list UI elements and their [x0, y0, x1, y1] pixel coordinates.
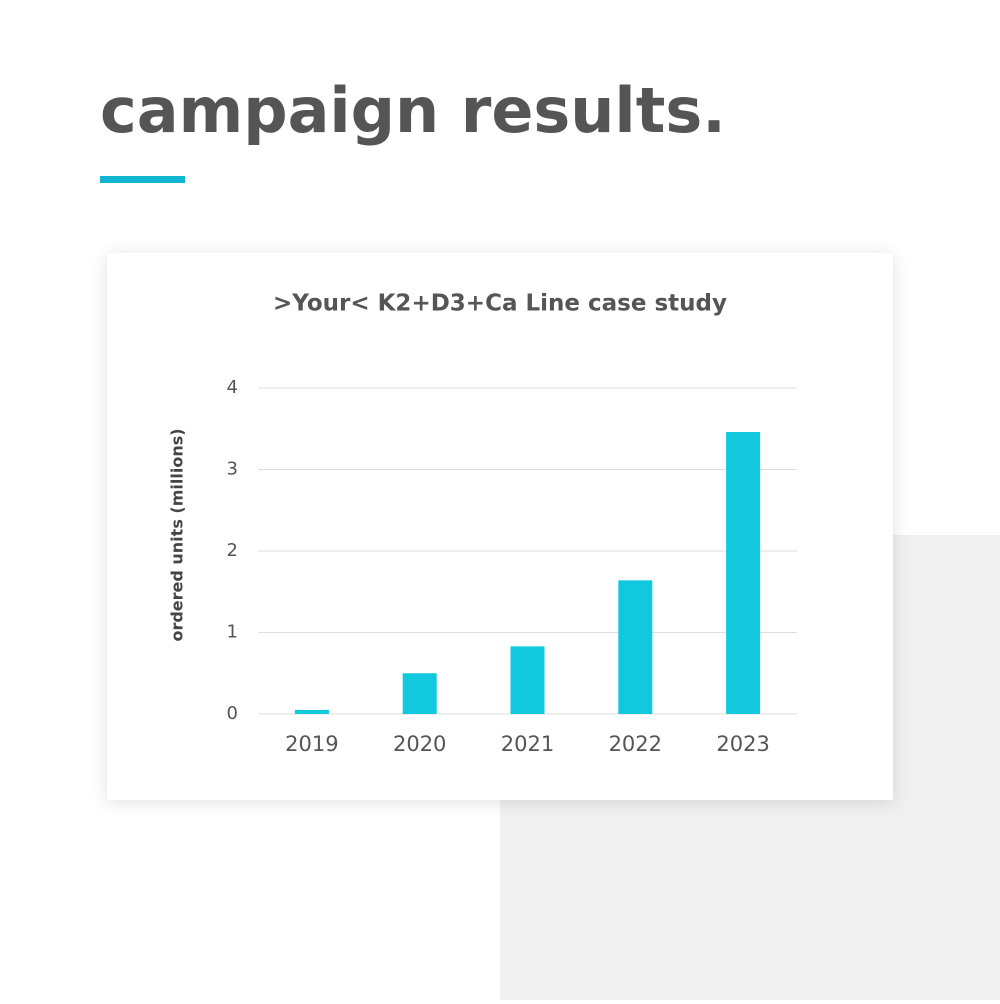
heading-underline [100, 176, 185, 183]
bar [618, 580, 653, 714]
y-tick-label: 2 [227, 540, 238, 561]
y-axis-label: ordered units (millions) [168, 428, 187, 641]
bar [294, 709, 329, 714]
y-tick-label: 0 [227, 703, 238, 724]
bar [510, 646, 545, 714]
page-heading: campaign results. [100, 74, 726, 147]
bar [402, 673, 437, 714]
x-tick-label: 2022 [609, 732, 662, 756]
y-tick-label: 3 [227, 459, 238, 480]
x-tick-label: 2023 [716, 732, 769, 756]
chart-title: >Your< K2+D3+Ca Line case study [273, 291, 727, 317]
x-tick-label: 2020 [393, 732, 446, 756]
x-tick-label: 2019 [285, 732, 338, 756]
bar [726, 432, 761, 714]
x-tick-label: 2021 [501, 732, 554, 756]
y-tick-label: 1 [227, 622, 238, 643]
y-tick-label: 4 [227, 377, 238, 398]
chart-card [107, 253, 893, 800]
